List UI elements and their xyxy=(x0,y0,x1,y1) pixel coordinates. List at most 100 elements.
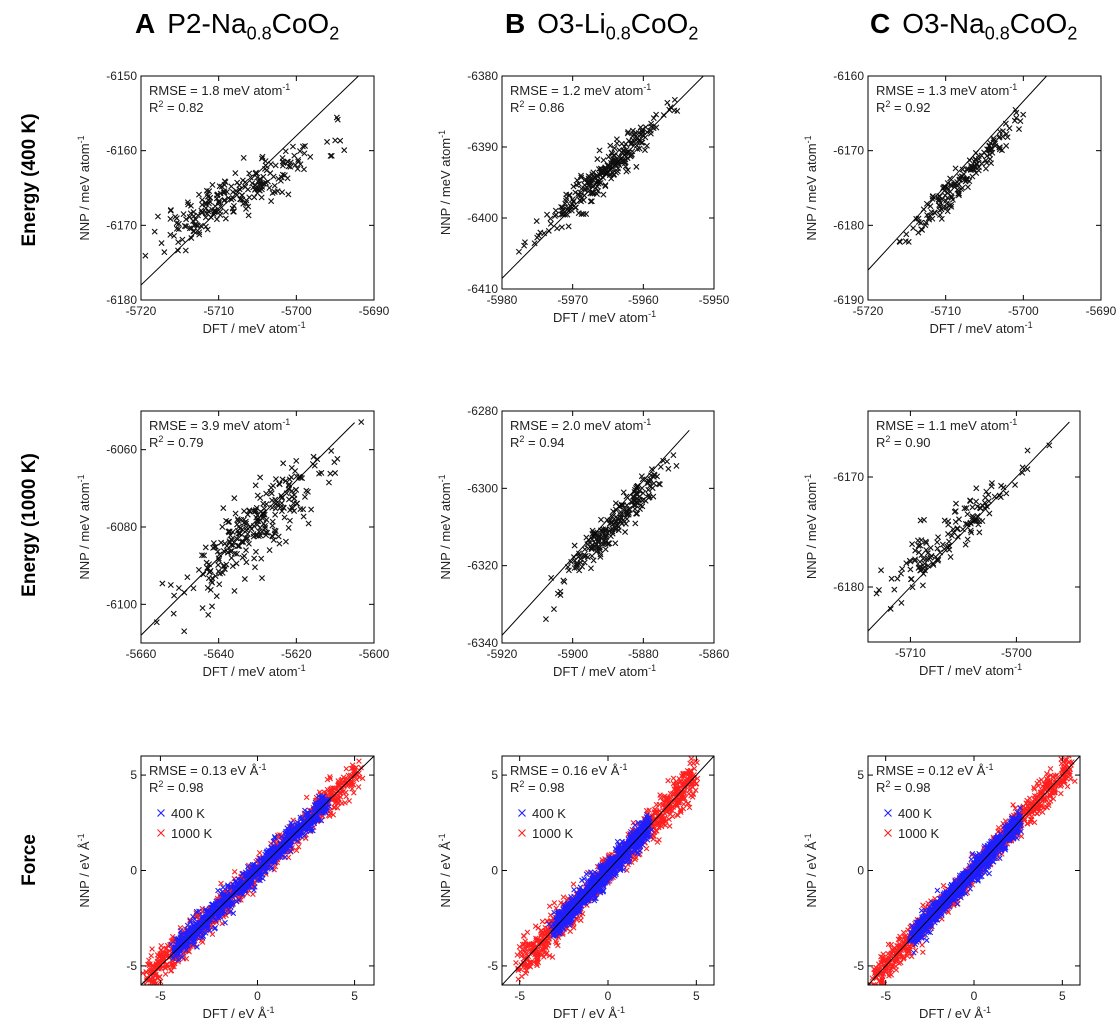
data-point xyxy=(922,538,929,545)
data-point xyxy=(285,482,292,489)
data-point xyxy=(954,526,961,533)
data-point xyxy=(583,211,590,218)
data-point xyxy=(238,192,245,199)
data-point xyxy=(297,148,303,155)
data-point xyxy=(991,493,998,500)
data-point xyxy=(945,518,952,525)
data-point xyxy=(198,552,205,559)
data-point xyxy=(962,541,969,548)
data-point xyxy=(964,511,971,518)
data-point-1000k xyxy=(644,811,651,817)
data-point xyxy=(276,481,283,488)
data-point xyxy=(270,537,277,544)
data-point-400k xyxy=(635,842,642,848)
data-point xyxy=(181,628,188,635)
data-point xyxy=(868,606,869,612)
data-point xyxy=(982,157,989,164)
data-point xyxy=(964,536,971,543)
data-point xyxy=(151,228,158,235)
data-point xyxy=(888,575,895,582)
data-point xyxy=(927,544,934,551)
data-point xyxy=(914,537,921,544)
y-axis-label: NNP / meV atom-1 xyxy=(76,474,92,579)
data-point xyxy=(285,191,292,198)
data-point xyxy=(990,137,997,144)
data-point-1000k xyxy=(327,774,333,780)
data-point-1000k xyxy=(355,784,362,790)
data-point xyxy=(645,486,652,493)
data-point xyxy=(624,130,631,137)
data-point xyxy=(1024,447,1031,454)
data-point-1000k xyxy=(345,772,352,779)
data-point xyxy=(563,191,570,198)
data-point xyxy=(215,198,222,204)
data-point xyxy=(1000,484,1007,491)
data-point xyxy=(639,485,646,492)
data-point xyxy=(934,545,941,552)
data-point-1000k xyxy=(293,847,300,854)
data-point xyxy=(590,557,597,564)
data-point xyxy=(217,212,224,219)
data-point-1000k xyxy=(516,943,523,950)
data-point xyxy=(241,553,248,560)
data-point-1000k xyxy=(528,959,534,966)
data-point-400k xyxy=(224,888,231,895)
data-point xyxy=(990,135,997,142)
data-point-400k xyxy=(288,838,295,845)
data-point xyxy=(975,521,982,528)
data-point xyxy=(279,494,286,501)
data-point xyxy=(266,547,273,554)
data-point xyxy=(628,151,635,158)
parity-line xyxy=(868,421,1070,632)
data-point-400k xyxy=(284,837,290,844)
data-point xyxy=(272,528,279,535)
data-point xyxy=(237,196,244,203)
data-point xyxy=(272,511,279,518)
data-point xyxy=(179,236,186,243)
data-point xyxy=(207,567,214,574)
data-point-1000k xyxy=(681,789,687,796)
data-point xyxy=(949,196,956,203)
data-point xyxy=(171,592,178,599)
data-point-400k xyxy=(215,887,221,894)
data-point xyxy=(282,148,289,155)
data-point xyxy=(191,222,198,229)
plot-area xyxy=(502,429,690,636)
data-point-1000k xyxy=(534,962,540,969)
data-point xyxy=(573,564,580,571)
data-point xyxy=(196,231,203,238)
data-point-400k xyxy=(224,882,231,888)
data-point xyxy=(650,115,657,122)
data-point xyxy=(255,533,262,540)
data-point xyxy=(936,207,943,214)
data-point xyxy=(222,215,229,222)
data-point-1000k xyxy=(520,933,527,939)
data-point xyxy=(327,152,334,159)
data-point xyxy=(924,550,931,557)
data-point xyxy=(916,564,923,571)
data-point xyxy=(220,562,227,569)
data-point xyxy=(175,585,182,591)
data-point-400k xyxy=(587,869,594,875)
data-point xyxy=(294,165,301,172)
data-point-400k xyxy=(316,801,322,808)
data-point xyxy=(300,506,307,513)
data-point xyxy=(632,505,639,512)
data-point xyxy=(167,215,174,222)
data-point-400k xyxy=(189,927,196,933)
data-point xyxy=(632,520,639,527)
data-point xyxy=(565,223,572,230)
x-axis-label: DFT / meV atom-1 xyxy=(553,309,656,325)
data-point-400k xyxy=(180,939,187,946)
data-point xyxy=(282,477,289,484)
data-point-400k xyxy=(246,883,253,890)
data-point xyxy=(112,277,117,282)
data-point xyxy=(259,575,265,582)
parity-line xyxy=(502,76,705,279)
data-point xyxy=(291,152,298,159)
parity-line xyxy=(141,76,360,286)
data-point xyxy=(218,539,225,546)
x-tick-label: -5860 xyxy=(699,647,730,661)
data-point xyxy=(928,209,935,216)
